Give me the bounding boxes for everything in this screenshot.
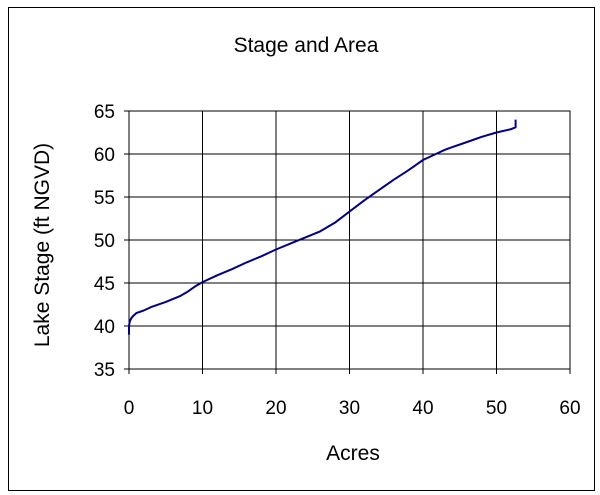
y-tick-label: 60: [94, 145, 115, 166]
x-tick-label: 0: [124, 398, 135, 419]
x-tick-label: 40: [412, 398, 433, 419]
y-tick-label: 40: [94, 317, 115, 338]
x-tick-label: 60: [559, 398, 580, 419]
stage-area-chart: Stage and Area 0 10 20 30 40 50 60 35 40 45 50 55 60…: [31, 34, 581, 465]
y-tick-label: 55: [94, 188, 115, 209]
y-tick-label: 65: [94, 102, 115, 123]
y-tick-label: 50: [94, 231, 115, 252]
y-tick-label: 45: [94, 274, 115, 295]
y-axis-title: Lake Stage (ft NGVD): [31, 143, 54, 347]
x-tick-label: 50: [486, 398, 507, 419]
chart-title: Stage and Area: [234, 34, 379, 57]
x-axis-title: Acres: [326, 442, 380, 465]
plot-area: 0 10 20 30 40 50 60 35 40 45 50 55 60 65: [94, 102, 581, 419]
x-tick-label: 30: [339, 398, 360, 419]
chart-frame: Stage and Area 0 10 20 30 40 50 60 35 40 45 50 55 60…: [8, 7, 595, 491]
stage-area-line: [128, 119, 517, 335]
x-tick-label: 20: [265, 398, 286, 419]
plot-border: [128, 110, 571, 370]
x-tick-label: 10: [192, 398, 213, 419]
y-tick-label: 35: [94, 360, 115, 381]
